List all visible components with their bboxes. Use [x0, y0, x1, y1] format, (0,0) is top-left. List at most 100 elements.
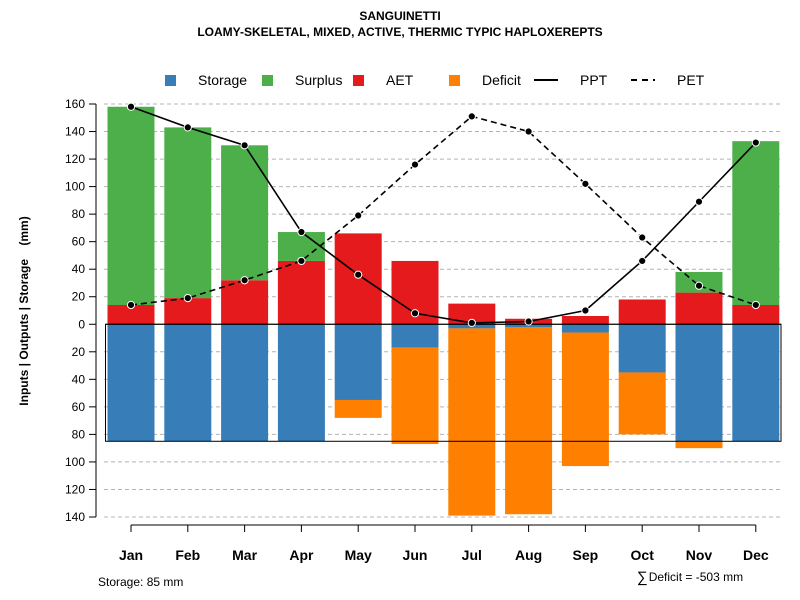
- legend-label: PPT: [580, 72, 608, 88]
- ppt-point: [467, 318, 476, 327]
- sigma-symbol: ∑: [637, 569, 648, 586]
- y-tick-label: 20: [72, 290, 86, 304]
- pet-point: [240, 276, 249, 285]
- pet-point: [183, 294, 192, 303]
- deficit-bar: [391, 347, 439, 445]
- y-tick-label: 120: [65, 152, 85, 166]
- deficit-bar: [618, 372, 666, 435]
- aet-bar: [618, 299, 666, 325]
- y-tick-label: 140: [65, 510, 85, 524]
- deficit-text: Deficit = -503 mm: [648, 570, 744, 584]
- pet-point: [638, 233, 647, 242]
- legend-swatch: [353, 75, 364, 86]
- lines: [126, 102, 760, 327]
- x-tick-label: Aug: [515, 547, 542, 563]
- aet-bar: [164, 298, 212, 325]
- legend-swatch: [449, 75, 460, 86]
- x-tick-label: May: [345, 547, 372, 563]
- ppt-point: [694, 197, 704, 206]
- aet-bar: [448, 303, 496, 325]
- pet-point: [524, 127, 533, 136]
- y-tick-label: 160: [65, 97, 85, 111]
- pet-point: [354, 211, 363, 220]
- storage-bar: [732, 324, 780, 442]
- surplus-bar: [277, 232, 325, 261]
- deficit-bar: [675, 441, 723, 449]
- y-tick-label: 80: [72, 427, 86, 441]
- y-tick-label: 140: [65, 125, 85, 139]
- storage-bar: [675, 324, 723, 442]
- ppt-point: [240, 141, 249, 150]
- y-tick-label: 60: [72, 400, 86, 414]
- legend-swatch: [165, 75, 176, 86]
- legend-label: Deficit: [482, 72, 521, 88]
- axes: 160 140 120 100 80 60 40 20 0 20 40 60 80 100 120 140 In…: [17, 97, 782, 563]
- ppt-point: [638, 256, 647, 266]
- storage-note: Storage: 85 mm: [98, 575, 184, 589]
- x-tick-label: Mar: [232, 547, 257, 563]
- aet-bar: [675, 292, 723, 325]
- legend-label: Storage: [198, 72, 247, 88]
- y-tick-label: 120: [65, 482, 85, 496]
- aet-bar: [221, 280, 269, 325]
- storage-bar: [391, 324, 439, 348]
- pet-point: [581, 179, 590, 188]
- storage-bar: [277, 324, 325, 442]
- surplus-bar: [221, 145, 269, 281]
- y-tick-label: 100: [65, 455, 85, 469]
- storage-bar: [221, 324, 269, 442]
- deficit-bar: [448, 328, 496, 516]
- x-tick-label: Oct: [631, 547, 655, 563]
- pet-point: [467, 112, 476, 121]
- y-tick-label: 60: [72, 235, 86, 249]
- legend-swatch: [262, 75, 273, 86]
- ppt-line: [130, 106, 757, 324]
- pet-point: [751, 300, 760, 310]
- storage-bar: [561, 324, 609, 333]
- storage-bar: [164, 324, 212, 442]
- surplus-bar: [164, 127, 212, 299]
- x-tick-label: Jun: [403, 547, 428, 563]
- legend: Storage Surplus AET Deficit PPT PET: [165, 72, 705, 88]
- aet-bar: [107, 304, 155, 325]
- legend-label: AET: [386, 72, 414, 88]
- ppt-point: [410, 309, 420, 318]
- x-tick-label: Apr: [289, 547, 314, 563]
- pet-line: [130, 115, 757, 306]
- y-tick-label: 100: [65, 180, 85, 194]
- ppt-point: [183, 123, 192, 132]
- bars: [107, 106, 780, 516]
- deficit-note: ∑Deficit = -503 mm: [637, 569, 743, 586]
- ppt-point: [581, 306, 590, 315]
- deficit-bar: [561, 332, 609, 467]
- pet-point: [126, 300, 136, 310]
- aet-bar: [561, 316, 609, 325]
- chart-title: SANGUINETTI: [359, 9, 441, 23]
- pet-point: [410, 160, 420, 169]
- ppt-point: [751, 138, 760, 147]
- ppt-point: [524, 317, 533, 326]
- aet-bar: [277, 260, 325, 325]
- y-axis-label: Inputs | Outputs | Storage (mm): [17, 216, 31, 405]
- y-tick-label: 40: [72, 262, 86, 276]
- legend-label: PET: [677, 72, 705, 88]
- x-tick-label: Dec: [743, 547, 769, 563]
- ppt-point: [354, 270, 363, 279]
- x-tick-label: Feb: [175, 547, 200, 563]
- y-tick-label: 40: [72, 372, 86, 386]
- chart-subtitle: LOAMY-SKELETAL, MIXED, ACTIVE, THERMIC T…: [197, 25, 603, 39]
- storage-bar: [618, 324, 666, 373]
- storage-bar: [505, 324, 553, 328]
- pet-point: [297, 256, 306, 266]
- gridlines: [104, 103, 781, 518]
- y-tick-label: 0: [78, 317, 85, 331]
- aet-bar: [334, 233, 382, 325]
- storage-bar: [107, 324, 155, 442]
- storage-bar: [334, 324, 382, 400]
- ppt-point: [297, 227, 306, 237]
- deficit-bar: [505, 327, 553, 515]
- x-tick-label: Jan: [119, 547, 143, 563]
- surplus-bar: [732, 141, 780, 305]
- pet-point: [694, 281, 704, 290]
